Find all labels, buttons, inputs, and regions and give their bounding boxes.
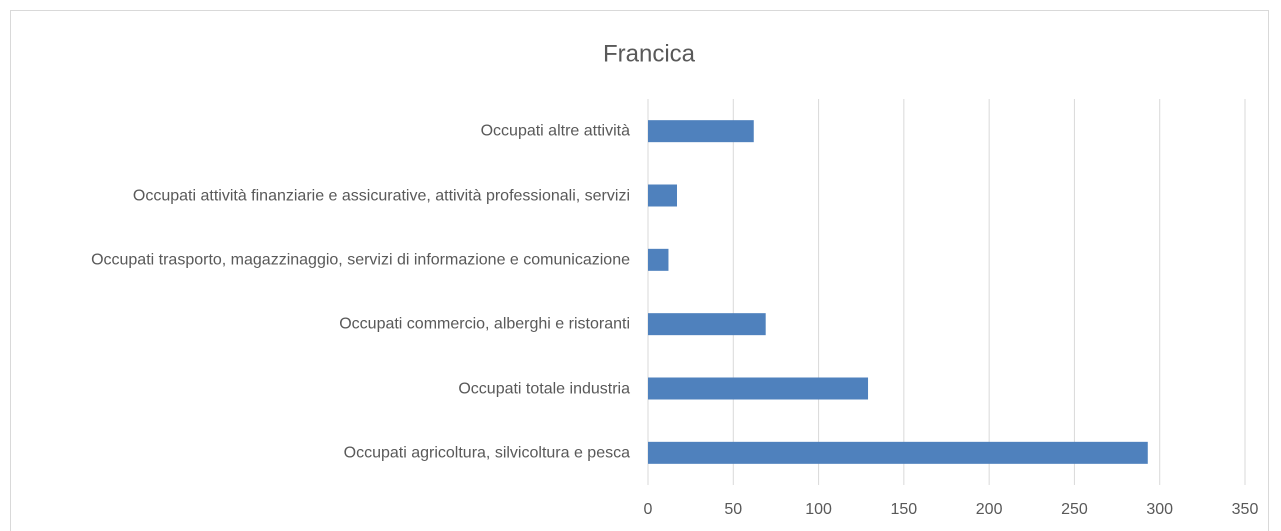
- y-tick-label: Occupati trasporto, magazzinaggio, servi…: [91, 251, 630, 269]
- bar: [648, 441, 1148, 464]
- chart-frame: [10, 10, 1269, 531]
- x-tick-label: 250: [1061, 501, 1088, 518]
- bar: [648, 377, 869, 400]
- chart-title: Francica: [603, 40, 696, 67]
- x-tick-label: 0: [644, 501, 653, 518]
- x-tick-label: 100: [805, 501, 832, 518]
- y-tick-label: Occupati attività finanziarie e assicura…: [132, 187, 630, 204]
- y-tick-label: Occupati commercio, alberghi e ristorant…: [339, 315, 630, 333]
- x-tick-label: 300: [1146, 501, 1173, 518]
- bar: [648, 120, 754, 143]
- y-tick-label: Occupati altre attività: [480, 122, 630, 140]
- x-tick-label: 50: [724, 501, 742, 518]
- bar: [648, 313, 766, 336]
- bar: [648, 248, 669, 271]
- y-tick-label: Occupati agricoltura, silvicoltura e pes…: [343, 444, 630, 462]
- x-tick-label: 350: [1232, 501, 1259, 518]
- x-tick-label: 150: [891, 501, 918, 518]
- bar: [648, 184, 677, 207]
- y-tick-label: Occupati totale industria: [458, 380, 630, 397]
- x-tick-label: 200: [976, 501, 1003, 518]
